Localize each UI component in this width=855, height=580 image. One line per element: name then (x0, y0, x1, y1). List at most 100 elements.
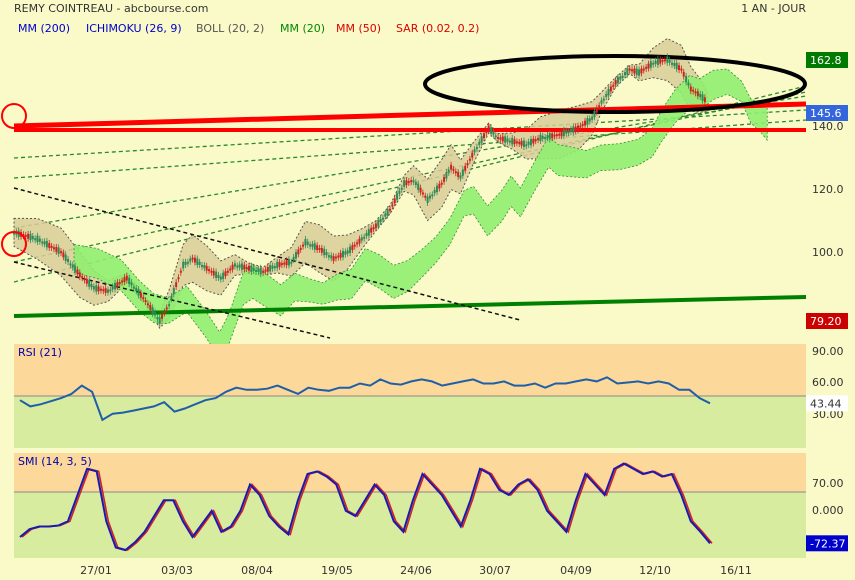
candle-body (269, 265, 272, 272)
candle-body (633, 68, 636, 74)
candle-body (678, 65, 681, 71)
candle-body (579, 125, 582, 128)
candle-body (438, 183, 441, 189)
candle-body (196, 258, 199, 265)
candle-body (414, 181, 417, 186)
candle-body (304, 238, 307, 246)
candle-body (508, 140, 511, 143)
candle-body (480, 136, 483, 143)
candle-body (158, 317, 161, 324)
candle-body (278, 262, 281, 267)
candle-body (219, 276, 222, 280)
trend-lines (13, 54, 807, 339)
candle-body (299, 247, 302, 250)
candle-body (13, 232, 15, 235)
last-value-label: 43.44 (810, 397, 842, 410)
x-axis: 27/01 03/03 08/04 19/05 24/06 30/07 04/09 12/10… (80, 564, 752, 577)
candle-body (574, 126, 577, 132)
legend-item: BOLL (20, 2) (196, 22, 264, 35)
candle-body (426, 196, 429, 203)
x-tick-label: 27/01 (80, 564, 112, 577)
candle-body (692, 89, 695, 92)
candle-body (518, 141, 521, 144)
candle-body (163, 311, 166, 314)
candle-body (57, 247, 60, 254)
overbought-zone (14, 344, 806, 396)
candle-body (558, 133, 561, 136)
candle-body (243, 264, 246, 270)
price-tick-label: 120.0 (812, 183, 844, 196)
candle-body (201, 265, 203, 267)
candle-body (539, 134, 542, 142)
candle-body (36, 235, 39, 243)
candle-body (114, 282, 117, 290)
candle-body (586, 118, 589, 125)
candle-body (555, 134, 558, 137)
last-value-badge (806, 535, 848, 552)
candle-body (374, 223, 377, 229)
candle-body (483, 133, 485, 139)
candle-body (118, 282, 121, 285)
candle-body (407, 181, 410, 184)
candle-body (548, 132, 551, 140)
candle-body (478, 141, 481, 145)
candle-body (193, 257, 196, 263)
candle-body (370, 227, 373, 233)
candle-body (626, 68, 629, 75)
x-tick-label: 19/05 (321, 564, 353, 577)
candle-body (208, 269, 211, 272)
candle-body (97, 286, 100, 292)
candle-body (541, 135, 544, 140)
candle-body (504, 136, 507, 143)
candle-body (527, 141, 530, 145)
candle-body (553, 134, 556, 137)
candle-body (255, 269, 258, 272)
candle-body (107, 289, 109, 293)
candle-body (656, 58, 659, 65)
candlesticks (13, 53, 706, 327)
candle-body (659, 58, 662, 64)
price-badge (806, 313, 848, 329)
candle-body (276, 261, 279, 269)
candle-body (116, 282, 119, 287)
candle-body (64, 254, 67, 261)
candle-body (38, 238, 41, 242)
candle-body (515, 141, 518, 144)
candle-body (602, 98, 605, 101)
candle-body (151, 307, 154, 314)
candle-body (581, 123, 584, 126)
price-badge (806, 52, 848, 68)
sar-circle (1, 103, 27, 129)
candle-body (687, 82, 690, 86)
candle-body (302, 244, 305, 247)
chart-period[interactable]: 1 AN - JOUR (741, 2, 806, 15)
candle-body (696, 91, 699, 97)
candle-body (612, 84, 615, 87)
candle-body (74, 265, 77, 273)
candle-body (522, 140, 525, 148)
candle-body (703, 97, 706, 103)
candle-body (534, 139, 537, 142)
candle-body (83, 278, 86, 281)
candle-body (41, 241, 44, 244)
ichimoku-cloud (73, 68, 768, 360)
candle-body (327, 255, 330, 258)
candle-body (318, 247, 321, 250)
support-line (13, 95, 807, 229)
candle-body (67, 258, 70, 263)
candle-body (386, 209, 389, 216)
candle-body (461, 169, 464, 176)
candle-body (245, 266, 248, 269)
candle-body (323, 248, 326, 256)
candle-body (172, 287, 175, 295)
candle-body (701, 94, 704, 101)
candle-body (154, 312, 156, 316)
candle-body (445, 172, 448, 179)
candle-body (52, 247, 55, 250)
candle-body (473, 149, 476, 153)
candle-body (92, 286, 95, 290)
x-tick-label: 24/06 (400, 564, 432, 577)
candle-body (452, 168, 455, 171)
candle-body (266, 266, 269, 272)
candle-body (85, 278, 88, 284)
